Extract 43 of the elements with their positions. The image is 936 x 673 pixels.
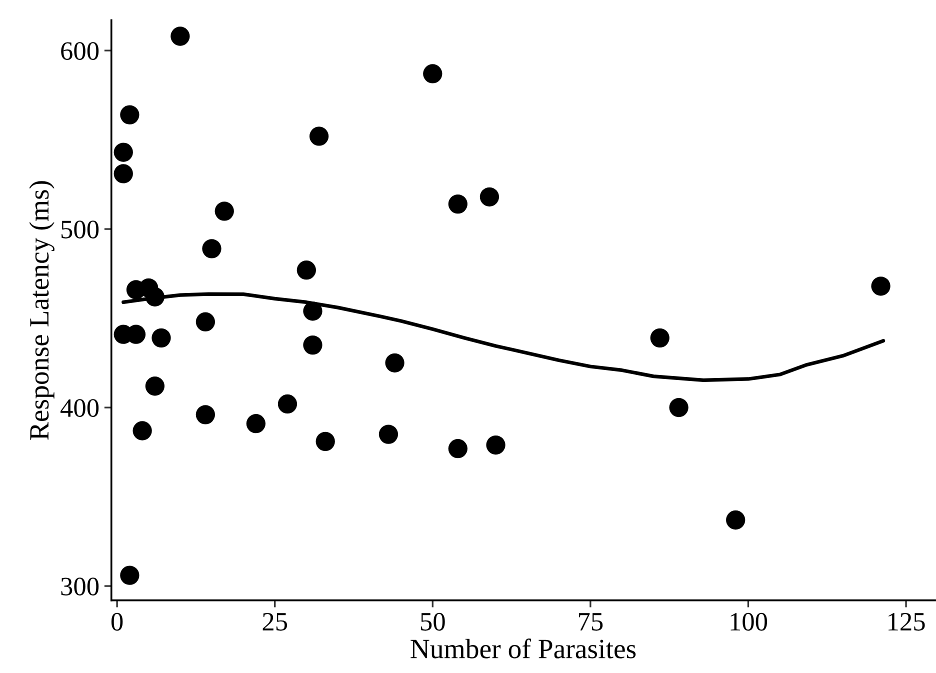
x-tick-label: 75 <box>578 613 603 631</box>
point <box>650 328 670 348</box>
point <box>114 142 133 162</box>
point <box>448 194 468 214</box>
point <box>448 439 468 458</box>
point <box>316 432 335 452</box>
point <box>120 105 140 124</box>
point <box>202 239 222 258</box>
y-tick-label: 500 <box>62 220 99 238</box>
point <box>246 414 266 434</box>
y-axis-title: Response Latency (ms) <box>29 181 54 440</box>
point <box>385 353 404 372</box>
y-tick-label: 600 <box>61 42 99 60</box>
point <box>378 424 398 444</box>
point <box>145 376 165 396</box>
point <box>726 510 746 530</box>
point <box>132 421 152 440</box>
point <box>214 202 234 221</box>
x-tick-label: 0 <box>111 612 123 631</box>
point <box>303 302 322 321</box>
y-tick-label: 300 <box>61 578 99 596</box>
x-tick-label: 125 <box>888 612 925 631</box>
point <box>278 394 298 414</box>
point <box>120 566 140 585</box>
point <box>196 312 215 332</box>
point <box>145 287 165 306</box>
point <box>486 435 506 455</box>
point <box>196 405 215 424</box>
point <box>309 126 329 146</box>
point <box>114 164 133 184</box>
point <box>480 187 500 206</box>
point <box>303 335 322 355</box>
point <box>296 260 316 280</box>
point <box>871 276 890 296</box>
x-tick-label: 100 <box>730 612 768 631</box>
y-tick-label: 400 <box>60 399 99 417</box>
point <box>170 26 190 46</box>
x-tick-label: 25 <box>262 612 288 631</box>
point <box>152 328 171 348</box>
point <box>423 64 442 84</box>
x-tick-label: 50 <box>420 612 445 631</box>
x-axis-title: Number of Parasites <box>410 638 636 658</box>
point <box>669 398 688 418</box>
